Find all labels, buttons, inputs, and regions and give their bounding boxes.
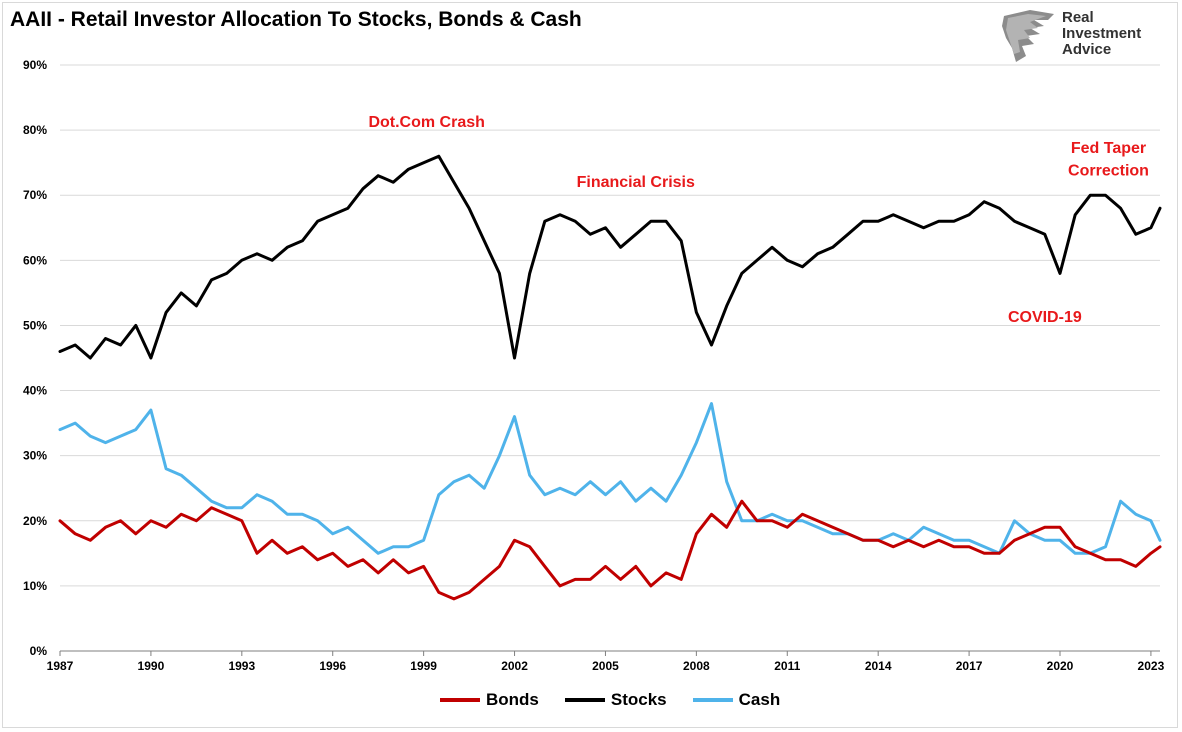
y-tick-label: 30% bbox=[23, 449, 47, 463]
gridlines bbox=[60, 64, 1160, 652]
brand-line-2: Investment bbox=[1062, 25, 1142, 42]
x-tick-label: 1990 bbox=[138, 659, 165, 673]
x-tick-label: 1987 bbox=[47, 659, 74, 673]
legend-swatch-stocks bbox=[564, 698, 605, 702]
x-tick-label: 2014 bbox=[865, 659, 892, 673]
legend-item-stocks: Stocks bbox=[564, 690, 667, 710]
series-lines bbox=[58, 154, 1162, 601]
chart-annotation: Fed Taper bbox=[1071, 140, 1146, 157]
y-axis-ticks: 0% 10% 20% 30% 40% 50% 60% 70% 80% 90% bbox=[23, 58, 47, 658]
series-line-cash bbox=[58, 402, 1162, 555]
chart-title: AAII - Retail Investor Allocation To Sto… bbox=[10, 8, 582, 31]
annotations: Dot.Com Crash Financial Crisis Fed Taper Co… bbox=[368, 114, 1148, 326]
x-tick-label: 1993 bbox=[228, 659, 255, 673]
x-tick-label: 1999 bbox=[410, 659, 437, 673]
x-tick-label: 2023 bbox=[1138, 659, 1165, 673]
brand-name: Real Investment Advice bbox=[1062, 10, 1141, 58]
y-tick-label: 50% bbox=[23, 318, 47, 332]
chart-annotation: Correction bbox=[1068, 163, 1149, 180]
lion-head-logo-icon bbox=[1002, 10, 1054, 62]
chart-annotation: COVID-19 bbox=[1008, 309, 1082, 326]
chart-annotation: Dot.Com Crash bbox=[368, 114, 484, 131]
legend-label-cash: Cash bbox=[738, 690, 781, 709]
brand-line-3: Advice bbox=[1062, 41, 1112, 58]
y-tick-label: 0% bbox=[30, 644, 48, 658]
series-line-bonds bbox=[58, 499, 1162, 601]
y-tick-label: 70% bbox=[23, 188, 47, 202]
x-tick-label: 2011 bbox=[774, 659, 800, 673]
legend-label-stocks: Stocks bbox=[610, 690, 667, 709]
y-tick-label: 80% bbox=[23, 123, 47, 137]
legend-item-cash: Cash bbox=[692, 690, 781, 710]
x-axis-ticks: 1987 1990 1993 1996 1999 2002 2005 2008 2011 2014… bbox=[47, 651, 1165, 673]
y-tick-label: 10% bbox=[23, 579, 47, 593]
chart-annotation: Financial Crisis bbox=[577, 174, 695, 191]
legend-label-bonds: Bonds bbox=[486, 690, 539, 709]
x-tick-label: 1996 bbox=[319, 659, 346, 673]
legend-swatch-bonds bbox=[440, 698, 480, 702]
x-tick-label: 2002 bbox=[501, 659, 528, 673]
brand-logo: Real Investment Advice bbox=[1000, 8, 1170, 64]
x-tick-label: 2005 bbox=[592, 659, 619, 673]
y-tick-label: 60% bbox=[23, 253, 47, 267]
legend-item-bonds: Bonds bbox=[440, 690, 539, 710]
x-tick-label: 2020 bbox=[1047, 659, 1074, 673]
y-tick-label: 40% bbox=[23, 384, 47, 398]
y-tick-label: 20% bbox=[23, 514, 47, 528]
y-tick-label: 90% bbox=[23, 58, 47, 72]
legend: Bonds Stocks Cash bbox=[440, 690, 780, 710]
x-tick-label: 2008 bbox=[683, 659, 710, 673]
legend-swatch-cash bbox=[692, 698, 733, 702]
series-line-stocks bbox=[58, 154, 1162, 360]
x-tick-label: 2017 bbox=[956, 659, 983, 673]
brand-line-1: Real bbox=[1062, 9, 1094, 26]
